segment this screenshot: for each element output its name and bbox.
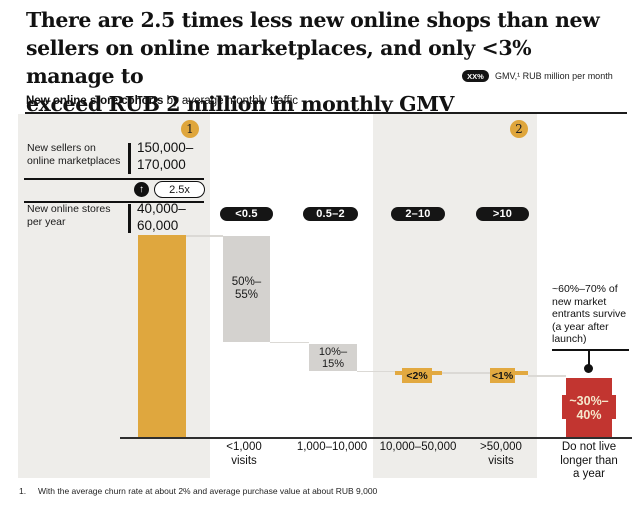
marker-1pct-stub-right	[515, 371, 528, 375]
header-divider	[25, 112, 627, 114]
label-new-stores: New online stores per year	[27, 203, 111, 228]
marker-cohort-10000-50000: <2%	[402, 368, 432, 383]
bar-cohort-under-1000: 50%– 55%	[223, 236, 270, 342]
tick-row2	[128, 204, 131, 233]
subtitle-bold: New online store cohorts	[26, 95, 164, 107]
gmv-legend-label: GMV,¹ RUB million per month	[495, 71, 613, 81]
exhibit-title: There are 2.5 times less new online shop…	[26, 8, 600, 116]
connector-1	[186, 235, 223, 237]
gmv-badge-2: 0.5–2	[303, 207, 358, 221]
axis-label-10000-50000: 10,000–50,000	[379, 441, 457, 453]
marker-2pct-stub-left	[395, 371, 403, 375]
marker-circle-1: 1	[181, 120, 199, 138]
bar-cohort-1000-10000: 10%– 15%	[309, 344, 357, 371]
footnote-text: With the average churn rate at about 2% …	[38, 486, 378, 496]
bar-new-stores	[138, 235, 186, 438]
connector-2	[270, 341, 309, 343]
rule-above-multiplier	[24, 178, 204, 180]
rule-below-multiplier	[24, 201, 204, 203]
label-new-sellers: New sellers on online marketplaces	[27, 142, 121, 167]
axis-label-over-50000: >50,000 visits	[480, 441, 522, 467]
connector-5	[528, 375, 566, 377]
axis-label-churn: Do not live longer than a year	[560, 441, 618, 480]
marker-cohort-over-50000: <1%	[490, 368, 515, 383]
gmv-legend-badge: XX%	[462, 70, 489, 82]
marker-circle-2: 2	[510, 120, 528, 138]
value-new-stores: 40,000– 60,000	[137, 201, 186, 233]
x-axis-line	[120, 437, 632, 439]
footnote-number: 1.	[19, 486, 27, 496]
background-band-right	[373, 114, 537, 478]
annotation-pointer-dot-icon	[584, 364, 593, 373]
bar-do-not-survive: ~30%– 40%	[566, 378, 612, 438]
chart-subtitle: New online store cohorts by average mont…	[26, 95, 298, 107]
up-arrow-icon: ↑	[134, 182, 149, 197]
multiplier-pill: 2.5x	[154, 181, 205, 198]
gmv-badge-1: <0.5	[220, 207, 273, 221]
tick-row1	[128, 143, 131, 174]
connector-4	[442, 372, 490, 374]
gmv-badge-3: 2–10	[391, 207, 445, 221]
axis-label-under-1000: <1,000 visits	[226, 441, 262, 467]
gmv-badge-4: >10	[476, 207, 529, 221]
survival-annotation: ~60%–70% of new market entrants survive …	[552, 283, 627, 345]
marker-2pct-stub-right	[432, 371, 442, 375]
subtitle-regular: by average monthly traffic	[163, 95, 299, 107]
axis-label-1000-10000: 1,000–10,000	[296, 441, 368, 453]
connector-3	[357, 370, 395, 372]
value-new-sellers: 150,000– 170,000	[137, 140, 194, 172]
annotation-rule	[552, 349, 629, 351]
annotation-pointer-line	[588, 350, 590, 365]
